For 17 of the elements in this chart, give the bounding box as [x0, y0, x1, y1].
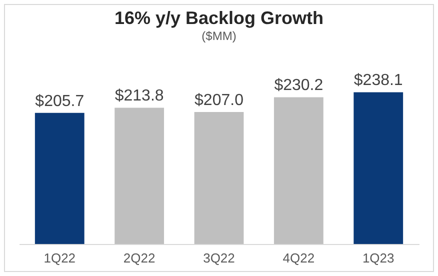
data-label: $238.1 [354, 72, 403, 90]
bar [274, 97, 324, 244]
x-tick-label: 3Q22 [203, 250, 235, 266]
x-tick-label: 4Q22 [282, 250, 315, 266]
chart-title: 16% y/y Backlog Growth [114, 8, 324, 28]
chart-subtitle: ($MM) [202, 29, 236, 44]
data-label: $205.7 [35, 92, 84, 110]
x-tick-label: 1Q22 [44, 250, 76, 266]
data-label: $230.2 [274, 77, 324, 94]
data-label: $207.0 [194, 92, 244, 110]
bar [354, 92, 404, 244]
x-tick-label: 1Q23 [362, 250, 394, 266]
bar [194, 112, 244, 244]
bar [114, 108, 164, 244]
data-label: $213.8 [114, 88, 164, 105]
x-tick-label: 2Q22 [123, 250, 156, 266]
bar [34, 112, 84, 244]
